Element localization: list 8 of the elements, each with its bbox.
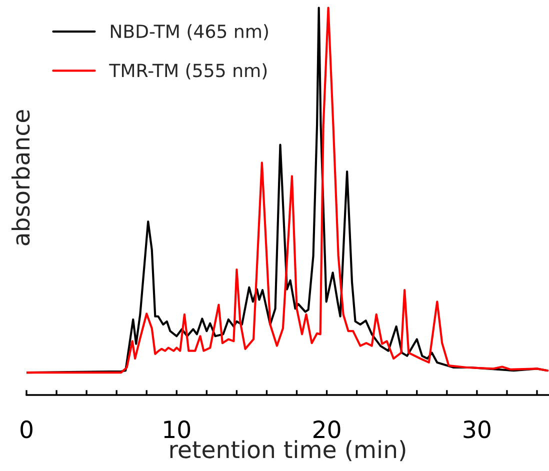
x-tick-label: 0 — [20, 420, 32, 438]
legend-label: TMR-TM (555 nm) — [109, 63, 267, 80]
x-axis-title: retention time (min) — [170, 440, 406, 462]
x-tick-label: 20 — [313, 420, 340, 438]
x-tick-label: 30 — [464, 420, 490, 438]
y-axis-title: absorbance — [11, 110, 30, 246]
x-tick-label: 10 — [164, 420, 190, 438]
legend-label: NBD-TM (465 nm) — [110, 24, 268, 40]
